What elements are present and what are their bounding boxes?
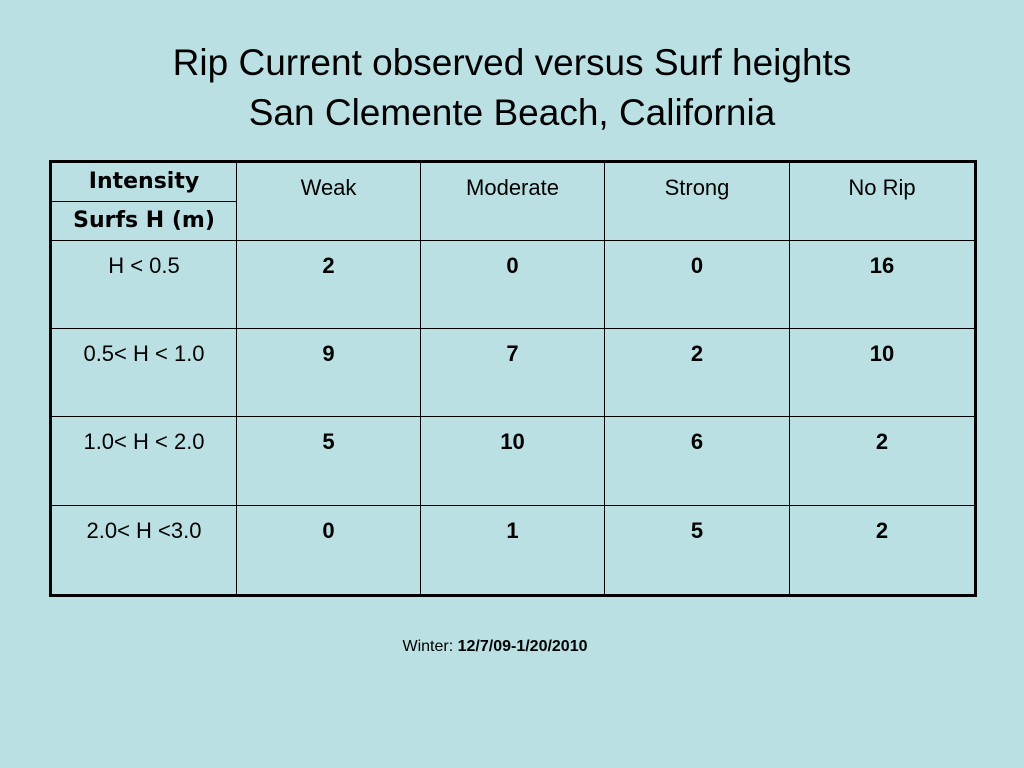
- row-label: H < 0.5: [50, 239, 237, 330]
- header-row-2: Surfs H (m): [50, 201, 976, 241]
- row-label: 2.0< H <3.0: [50, 504, 237, 597]
- table-cell: 2: [789, 416, 976, 506]
- intensity-header: Intensity: [50, 161, 237, 202]
- table-cell: 2: [604, 328, 790, 418]
- footer-dates: 12/7/09-1/20/2010: [457, 638, 588, 655]
- table-cell: 10: [789, 328, 976, 418]
- title-line-2: San Clemente Beach, California: [248, 92, 776, 133]
- table-cell: 2: [236, 239, 421, 330]
- footer-prefix: Winter:: [402, 638, 458, 655]
- slide-title: Rip Current observed versus Surf heights…: [0, 38, 1024, 138]
- column-header-weak: Weak: [236, 161, 421, 241]
- table-cell: 5: [604, 504, 790, 597]
- table-row: H < 0.5 2 0 0 16: [50, 239, 976, 330]
- table-cell: 9: [236, 328, 421, 418]
- table-cell: 16: [789, 239, 976, 330]
- row-label: 0.5< H < 1.0: [50, 328, 237, 418]
- table-row: 0.5< H < 1.0 9 7 2 10: [50, 328, 976, 418]
- column-header-no-rip: No Rip: [789, 161, 976, 241]
- column-header-moderate: Moderate: [420, 161, 605, 241]
- table-cell: 2: [789, 504, 976, 597]
- winter-period-note: Winter: 12/7/09-1/20/2010: [0, 638, 990, 656]
- table-cell: 7: [420, 328, 605, 418]
- title-line-1: Rip Current observed versus Surf heights: [172, 42, 852, 83]
- table-cell: 6: [604, 416, 790, 506]
- table-cell: 0: [420, 239, 605, 330]
- table-cell: 1: [420, 504, 605, 597]
- table-cell: 10: [420, 416, 605, 506]
- table-row: 2.0< H <3.0 0 1 5 2: [50, 504, 976, 597]
- table-row: 1.0< H < 2.0 5 10 6 2: [50, 416, 976, 506]
- column-header-strong: Strong: [604, 161, 790, 241]
- rip-current-table: Intensity Weak Moderate Strong No Rip Su…: [49, 160, 977, 597]
- row-label: 1.0< H < 2.0: [50, 416, 237, 506]
- table-cell: 5: [236, 416, 421, 506]
- surf-height-header: Surfs H (m): [50, 201, 237, 241]
- table-cell: 0: [236, 504, 421, 597]
- table-cell: 0: [604, 239, 790, 330]
- header-row-1: Intensity Weak Moderate Strong No Rip: [50, 161, 976, 241]
